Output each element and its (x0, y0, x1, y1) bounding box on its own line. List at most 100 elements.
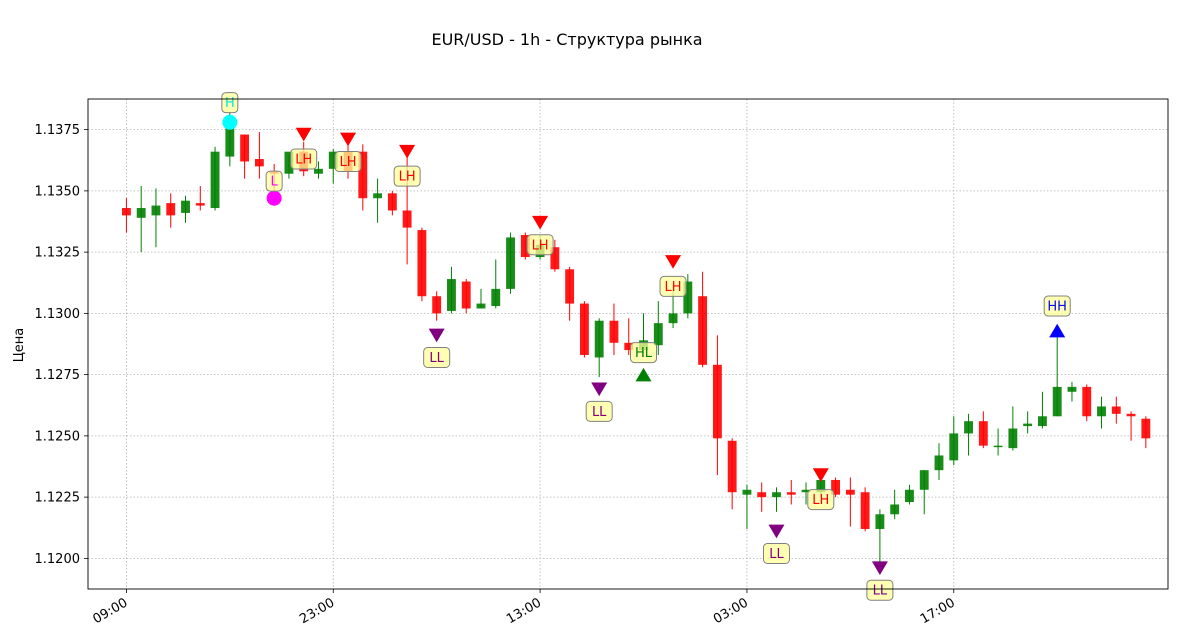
pivot-marker-down (295, 127, 312, 142)
candle-body (565, 269, 575, 304)
label-box (265, 170, 283, 192)
candle (594, 318, 604, 378)
candle (240, 134, 250, 179)
candle-body (1141, 418, 1151, 439)
candle-body (845, 489, 855, 495)
label-box (807, 489, 835, 511)
candle (801, 482, 811, 505)
candle-body (727, 440, 737, 493)
candle (905, 484, 914, 505)
candle-body (402, 210, 412, 228)
candle (1111, 396, 1121, 424)
structure-label: LL (585, 382, 613, 422)
candle (934, 443, 944, 480)
candle-body (284, 151, 294, 174)
candle (993, 428, 1003, 456)
candle-body (816, 479, 826, 493)
candle (683, 274, 693, 319)
candle (181, 195, 190, 223)
candle-body (919, 470, 929, 490)
candle-body (934, 455, 944, 471)
candle-body (978, 421, 988, 446)
structure-label: LH (334, 132, 362, 172)
candle-body (195, 203, 205, 206)
candle-body (875, 514, 885, 529)
candle (151, 188, 161, 248)
y-tick-label: 1.1225 (35, 491, 81, 506)
y-tick-label: 1.1300 (35, 307, 81, 322)
candle-body (653, 323, 663, 346)
pivot-marker-down (399, 144, 416, 159)
candle-body (683, 281, 693, 314)
candle-body (905, 489, 914, 503)
structure-label: LL (762, 524, 790, 564)
candle-body (432, 296, 442, 314)
candle (1037, 391, 1047, 429)
label-text: LL (429, 351, 444, 366)
label-text: LH (340, 155, 357, 170)
candle (506, 232, 515, 294)
candle-body (772, 492, 781, 498)
structure-label: LL (423, 328, 451, 368)
structure-label: L (265, 170, 283, 206)
structure-label: LH (393, 144, 421, 187)
candle (845, 477, 855, 527)
label-text: L (271, 175, 279, 190)
candle-body (712, 364, 722, 439)
x-tick-label: 17:00 (918, 595, 958, 627)
candle-body (181, 200, 190, 213)
candle-body (447, 279, 456, 311)
pivot-marker-circle (266, 190, 282, 206)
label-text: LL (873, 584, 888, 599)
structure-label: HL (630, 342, 658, 382)
label-text: LH (399, 170, 416, 185)
pivot-marker-down (591, 382, 608, 397)
candle-body (1008, 428, 1018, 449)
y-tick-label: 1.1275 (35, 368, 81, 383)
label-text: HH (1047, 300, 1067, 315)
y-tick-label: 1.1375 (35, 123, 81, 138)
candle (1126, 411, 1136, 441)
candle-body (1067, 386, 1077, 392)
candle (520, 232, 530, 260)
pivot-marker-down (768, 524, 785, 539)
plot-frame (87, 98, 1169, 590)
candle-body (609, 320, 619, 343)
candle-body (698, 296, 708, 365)
candle-body (757, 492, 767, 498)
candle (579, 301, 589, 358)
label-text: LH (295, 153, 312, 168)
candle-body (461, 281, 471, 309)
label-box (866, 579, 894, 601)
label-box (423, 346, 451, 368)
candle (1008, 406, 1018, 451)
candle (387, 190, 397, 216)
label-text: LH (665, 280, 682, 295)
candle-body (964, 421, 973, 434)
pivot-marker-circle (222, 114, 238, 130)
candle (461, 279, 471, 314)
candle (1052, 335, 1062, 417)
candle-body (240, 134, 250, 162)
candle-body (491, 288, 501, 307)
y-tick-label: 1.1350 (35, 184, 81, 199)
label-box (1043, 295, 1071, 317)
candle-body (254, 159, 264, 167)
label-box (585, 400, 613, 422)
y-tick-label: 1.1200 (35, 552, 81, 567)
candle (1097, 396, 1106, 429)
x-tick-label: 09:00 (90, 595, 130, 627)
label-box (659, 275, 687, 297)
structure-label: LL (866, 561, 894, 601)
candle-body (476, 303, 486, 309)
candle-body (506, 237, 515, 289)
candle-body (949, 433, 959, 461)
candle (373, 178, 383, 223)
candle-body (225, 122, 235, 157)
label-box (762, 542, 790, 564)
candle-body (624, 342, 634, 351)
candle (565, 266, 575, 321)
pivot-marker-down (532, 215, 549, 230)
